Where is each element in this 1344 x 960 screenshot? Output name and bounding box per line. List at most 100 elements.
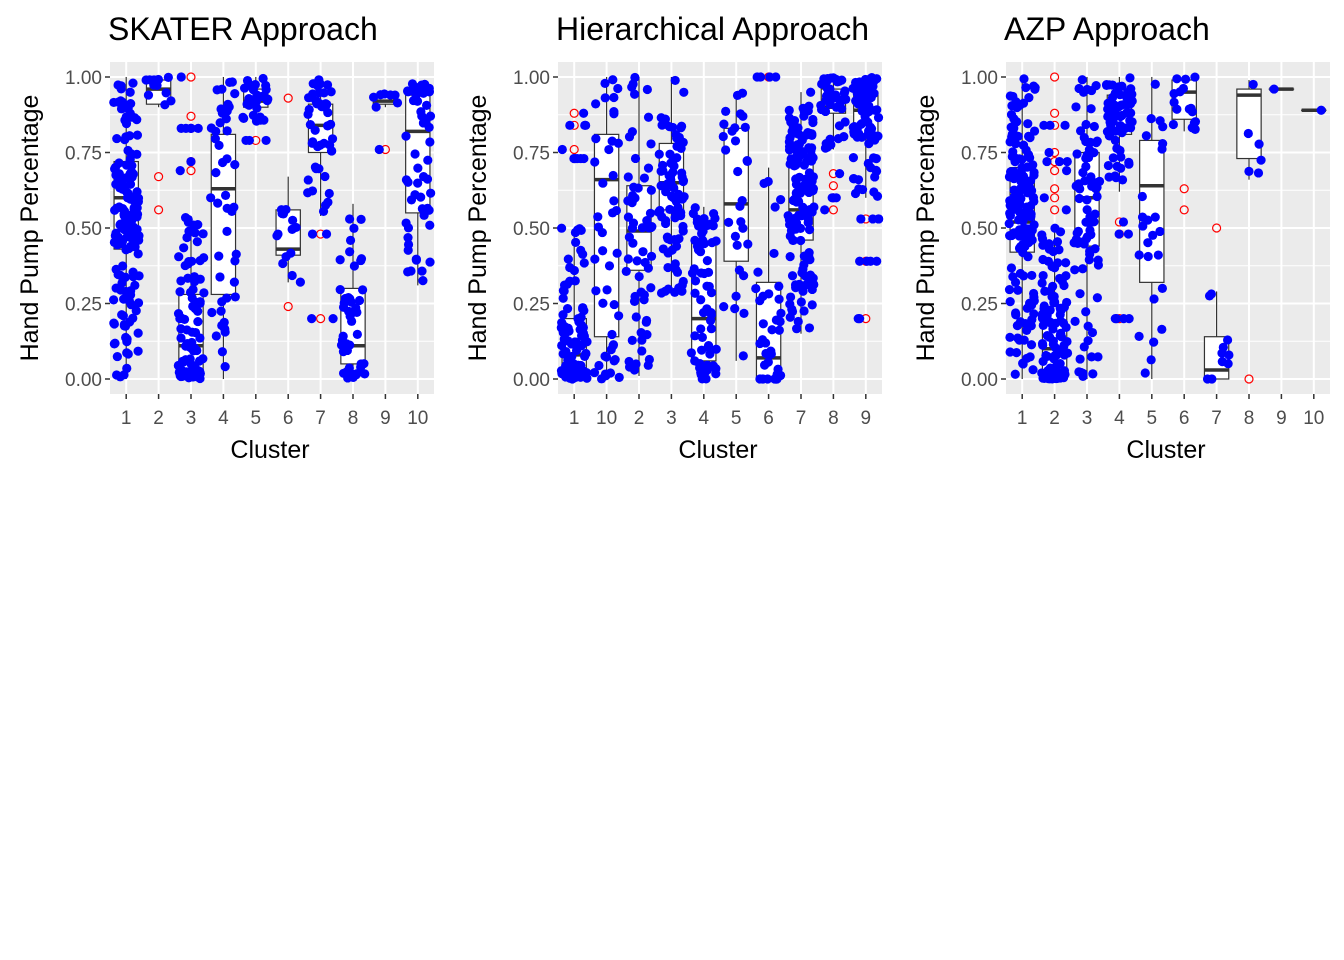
data-point (629, 365, 640, 375)
data-point (127, 210, 137, 220)
data-point (1019, 74, 1029, 84)
data-point (866, 124, 877, 134)
data-point (110, 338, 120, 348)
data-point (133, 328, 143, 338)
data-point (774, 281, 784, 292)
x-tick-label: 5 (251, 408, 262, 429)
data-point (563, 254, 573, 264)
data-point (637, 346, 647, 356)
data-point (425, 137, 435, 147)
data-point (206, 193, 216, 203)
data-point (802, 279, 812, 290)
data-point (1019, 223, 1029, 233)
data-point (358, 285, 368, 295)
data-point (213, 198, 223, 208)
data-point (1061, 205, 1071, 215)
data-point (217, 297, 227, 307)
data-point (122, 337, 132, 347)
data-point (609, 196, 619, 206)
x-tick-label: 8 (348, 408, 359, 429)
data-point (118, 311, 128, 321)
data-point (708, 209, 719, 219)
data-point (770, 202, 780, 212)
data-point (328, 314, 338, 324)
data-point (730, 123, 740, 133)
hierarchical-panel: Hierarchical Approach Hand Pump Percenta… (464, 11, 884, 464)
outlier-point (1049, 193, 1060, 203)
outlier-point (1211, 223, 1222, 233)
data-point (1075, 354, 1085, 364)
data-point (193, 316, 203, 327)
data-point (861, 96, 871, 106)
box-iqr (1139, 139, 1165, 283)
data-point (1109, 106, 1119, 116)
data-point (590, 254, 600, 264)
data-point (193, 123, 203, 133)
data-point (124, 317, 135, 327)
points-cluster-6 (751, 72, 786, 384)
data-point (707, 238, 717, 248)
outlier-point (186, 111, 196, 121)
data-point (803, 218, 813, 228)
data-point (276, 205, 287, 215)
data-point (125, 108, 135, 119)
data-point (229, 202, 239, 212)
data-point (127, 192, 137, 202)
data-point (186, 156, 196, 167)
x-tick-label: 10 (407, 408, 428, 429)
data-point (1223, 335, 1233, 345)
data-point (193, 306, 203, 316)
data-point (705, 219, 716, 229)
data-point (784, 105, 794, 115)
data-point (175, 287, 185, 297)
data-point (1004, 218, 1014, 229)
data-point (873, 214, 884, 224)
data-point (1022, 325, 1032, 335)
data-point (304, 93, 314, 103)
data-point (1125, 123, 1136, 133)
data-point (629, 89, 640, 99)
data-point (856, 119, 866, 130)
data-point (272, 231, 282, 241)
data-point (1248, 79, 1258, 90)
data-point (119, 225, 129, 235)
data-point (1011, 310, 1021, 320)
x-tick-label: 4 (218, 408, 229, 429)
data-point (730, 136, 741, 146)
data-point (559, 334, 569, 344)
data-point (173, 309, 184, 319)
data-point (591, 134, 601, 144)
x-tick-label: 10 (1303, 408, 1324, 429)
data-point (573, 340, 583, 350)
data-point (161, 88, 171, 98)
data-point (798, 264, 808, 274)
data-point (195, 274, 205, 284)
data-point (833, 134, 843, 144)
data-point (642, 330, 652, 340)
data-point (1148, 230, 1158, 240)
data-point (630, 153, 641, 164)
data-point (360, 369, 370, 379)
x-tick-label: 10 (596, 408, 617, 429)
data-point (421, 115, 431, 125)
data-point (109, 319, 119, 329)
data-point (776, 308, 786, 318)
data-point (1168, 119, 1178, 130)
data-point (737, 196, 747, 206)
data-point (261, 80, 271, 91)
points-cluster-4 (1101, 73, 1137, 324)
data-point (245, 80, 255, 90)
data-point (1172, 104, 1182, 114)
data-point (614, 311, 624, 321)
data-point (688, 208, 698, 219)
data-point (128, 272, 138, 282)
data-point (371, 102, 381, 112)
data-point (658, 165, 668, 176)
data-point (806, 87, 816, 97)
data-point (1178, 83, 1189, 94)
x-tick-label: 4 (1114, 408, 1125, 429)
data-point (634, 271, 644, 282)
data-point (719, 119, 729, 129)
data-point (803, 153, 813, 163)
data-point (1016, 243, 1026, 253)
